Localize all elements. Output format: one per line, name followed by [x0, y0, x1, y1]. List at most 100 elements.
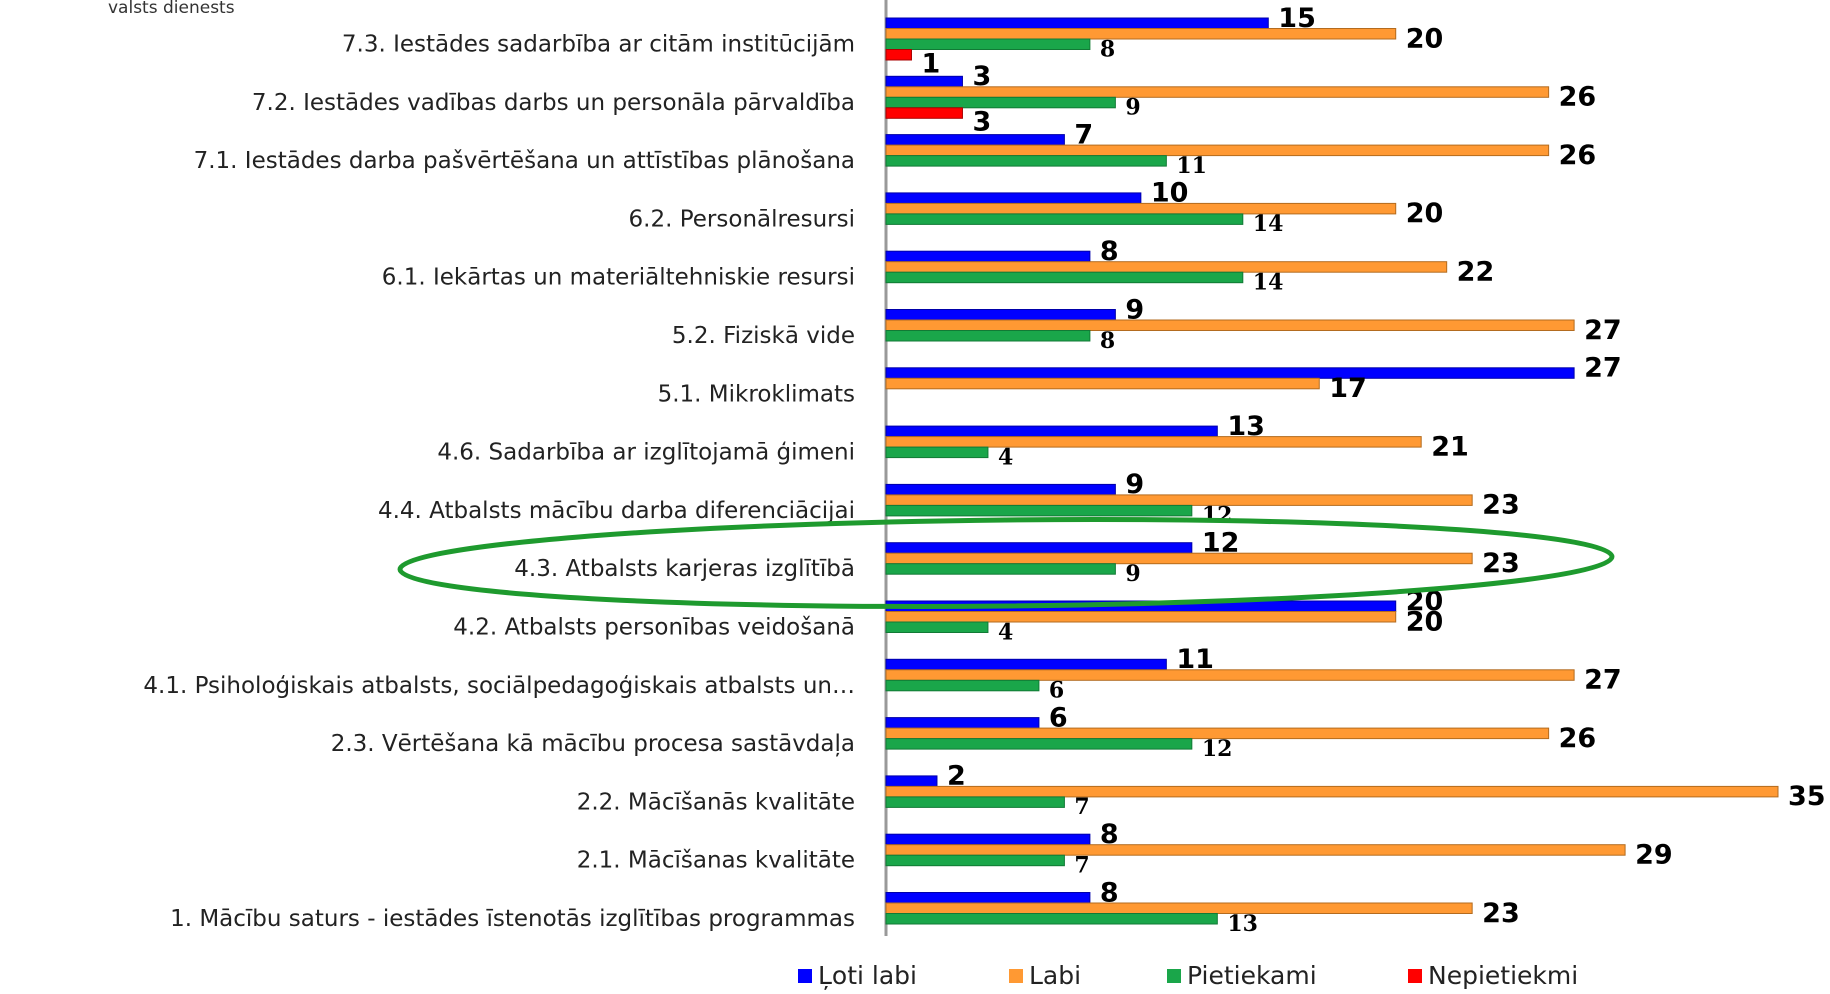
- data-label: 22: [1457, 256, 1495, 287]
- data-label: 7: [1074, 794, 1089, 820]
- data-label: 20: [1406, 23, 1444, 54]
- data-label: 21: [1431, 431, 1469, 462]
- data-label: 2: [947, 761, 966, 792]
- bar: [885, 542, 1193, 554]
- category-label: 4.6. Sadarbība ar izglītojamā ģimeni: [437, 440, 855, 466]
- category-label: 7.2. Iestādes vadības darbs un personāla…: [252, 90, 855, 116]
- bar: [885, 738, 1193, 750]
- bar: [885, 785, 1779, 798]
- bar: [885, 250, 1091, 263]
- data-label: 8: [1100, 236, 1119, 267]
- category-label: 4.1. Psiholoģiskais atbalsts, sociālpeda…: [143, 673, 855, 699]
- category-label: 1. Mācību saturs - iestādes īstenotās iz…: [170, 906, 855, 932]
- bar: [885, 425, 1218, 438]
- bar: [885, 86, 1550, 98]
- bar: [885, 75, 963, 88]
- bar: [885, 38, 1091, 50]
- data-label: 26: [1559, 723, 1597, 754]
- bar: [885, 144, 1550, 157]
- bar: [885, 892, 1091, 904]
- data-label: 3: [972, 61, 991, 92]
- bar: [885, 134, 1065, 146]
- bar: [885, 563, 1116, 575]
- category-label: 7.3. Iestādes sadarbība ar citām institū…: [342, 32, 855, 58]
- bar: [885, 17, 1269, 29]
- data-label: 20: [1406, 198, 1444, 229]
- legend-swatch: [1009, 969, 1023, 983]
- data-label: 4: [998, 619, 1013, 645]
- data-label: 23: [1482, 898, 1520, 929]
- data-label: 4: [998, 444, 1013, 470]
- data-label: 9: [1125, 469, 1144, 500]
- bar: [885, 28, 1397, 40]
- category-label: 7.1. Iestādes darba pašvērtēšana un attī…: [194, 148, 855, 174]
- category-label: 6.2. Personālresursi: [629, 206, 855, 232]
- bar: [885, 330, 1091, 342]
- category-label: 4.3. Atbalsts karjeras izglītībā: [514, 556, 855, 582]
- legend-label: Nepietiekmi: [1428, 961, 1578, 990]
- legend-swatch: [798, 969, 812, 983]
- chart-subtitle: valsts dienests: [108, 0, 235, 18]
- data-label: 14: [1253, 269, 1284, 295]
- data-label: 27: [1584, 665, 1622, 696]
- category-label: 4.4. Atbalsts mācību darba diferenciācij…: [378, 498, 855, 524]
- bar: [885, 621, 989, 633]
- bar: [885, 367, 1575, 379]
- category-label: 2.3. Vērtēšana kā mācību procesa sastāvd…: [331, 731, 855, 757]
- data-label: 26: [1559, 140, 1597, 171]
- bar: [885, 658, 1167, 671]
- data-label: 20: [1406, 606, 1444, 637]
- data-label: 7: [1074, 119, 1093, 150]
- data-label: 35: [1788, 781, 1826, 812]
- data-label: 6: [1049, 702, 1068, 733]
- bar: [885, 854, 1065, 867]
- bar: [885, 717, 1040, 729]
- bar: [885, 107, 963, 119]
- category-label: 2.1. Mācīšanas kvalitāte: [577, 848, 855, 874]
- data-label: 26: [1559, 82, 1597, 113]
- bar: [885, 504, 1193, 517]
- data-label: 12: [1202, 736, 1233, 762]
- bar: [885, 913, 1218, 925]
- data-label: 1: [921, 48, 940, 79]
- bar: [885, 483, 1116, 496]
- category-label: 5.2. Fiziskā vide: [672, 323, 855, 349]
- category-label: 5.1. Mikroklimats: [658, 381, 855, 407]
- bar: [885, 271, 1244, 284]
- data-label: 14: [1253, 211, 1284, 237]
- bar: [885, 155, 1167, 167]
- bar: [885, 192, 1142, 204]
- bar: [885, 902, 1473, 914]
- bar: [885, 202, 1397, 215]
- bar: [885, 319, 1575, 331]
- data-label: 29: [1635, 839, 1673, 870]
- data-label: 12: [1202, 503, 1233, 529]
- data-label: 8: [1100, 877, 1119, 908]
- bar: [885, 679, 1040, 692]
- bar: [885, 436, 1422, 448]
- data-label: 7: [1074, 852, 1089, 878]
- bar: [885, 552, 1473, 565]
- data-label: 8: [1100, 36, 1115, 62]
- category-label: 6.1. Iekārtas un materiāltehniskie resur…: [382, 265, 855, 291]
- category-label: 4.2. Atbalsts personības veidošanā: [453, 615, 855, 641]
- data-label: 8: [1100, 819, 1119, 850]
- bar: [885, 775, 938, 787]
- data-label: 17: [1329, 373, 1367, 404]
- bar: [885, 309, 1116, 321]
- data-label: 27: [1584, 315, 1622, 346]
- legend-label: Ļoti labi: [818, 961, 917, 990]
- data-label: 3: [972, 107, 991, 138]
- data-label: 8: [1100, 328, 1115, 354]
- highlight-ellipse: [397, 517, 1615, 609]
- data-label: 23: [1482, 548, 1520, 579]
- category-label: 2.2. Mācīšanās kvalitāte: [577, 789, 855, 815]
- data-label: 27: [1584, 353, 1622, 384]
- bar: [885, 96, 1116, 109]
- bar: [885, 49, 912, 61]
- bar: [885, 669, 1575, 681]
- data-label: 11: [1176, 153, 1207, 179]
- bar: [885, 796, 1065, 808]
